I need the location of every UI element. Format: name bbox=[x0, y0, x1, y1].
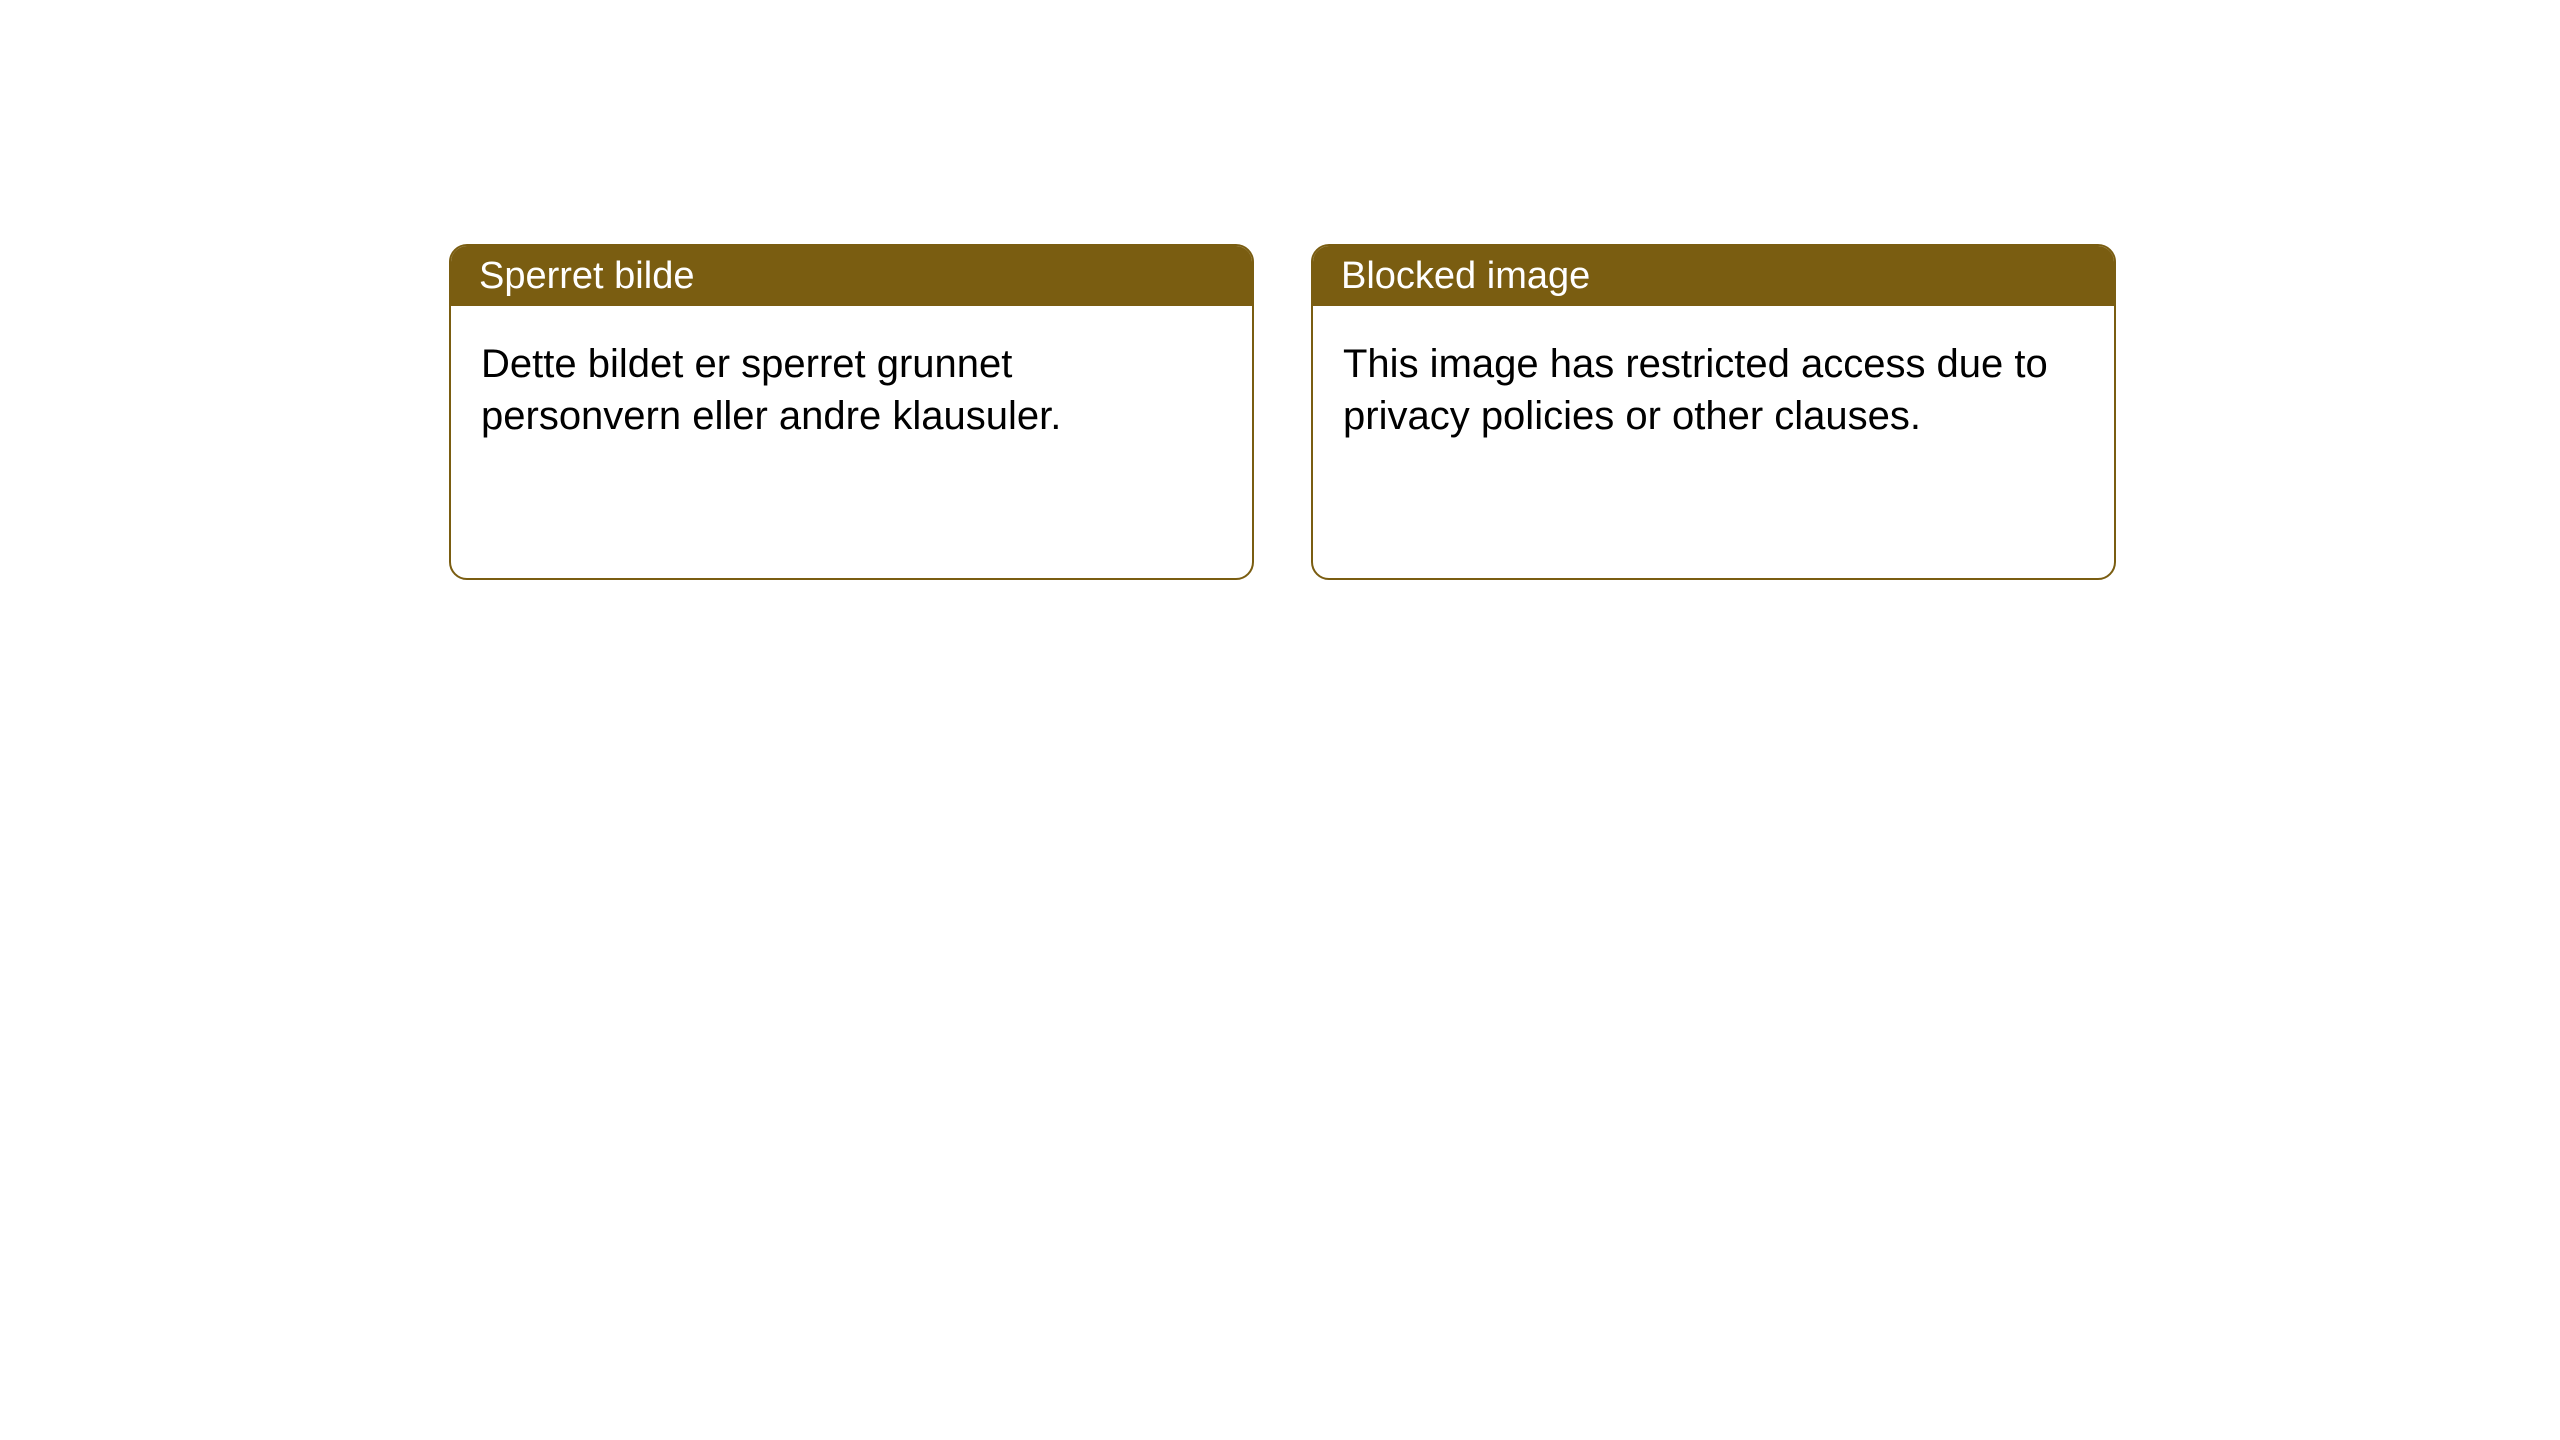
notice-title: Sperret bilde bbox=[479, 255, 694, 298]
notice-body: Dette bildet er sperret grunnet personve… bbox=[451, 306, 1252, 474]
notice-title: Blocked image bbox=[1341, 255, 1590, 298]
notice-message: This image has restricted access due to … bbox=[1343, 342, 2048, 438]
notice-header: Sperret bilde bbox=[451, 246, 1252, 306]
notice-container: Sperret bilde Dette bildet er sperret gr… bbox=[449, 244, 2116, 580]
notice-body: This image has restricted access due to … bbox=[1313, 306, 2114, 474]
notice-header: Blocked image bbox=[1313, 246, 2114, 306]
notice-card-english: Blocked image This image has restricted … bbox=[1311, 244, 2116, 580]
notice-card-norwegian: Sperret bilde Dette bildet er sperret gr… bbox=[449, 244, 1254, 580]
notice-message: Dette bildet er sperret grunnet personve… bbox=[481, 342, 1061, 438]
